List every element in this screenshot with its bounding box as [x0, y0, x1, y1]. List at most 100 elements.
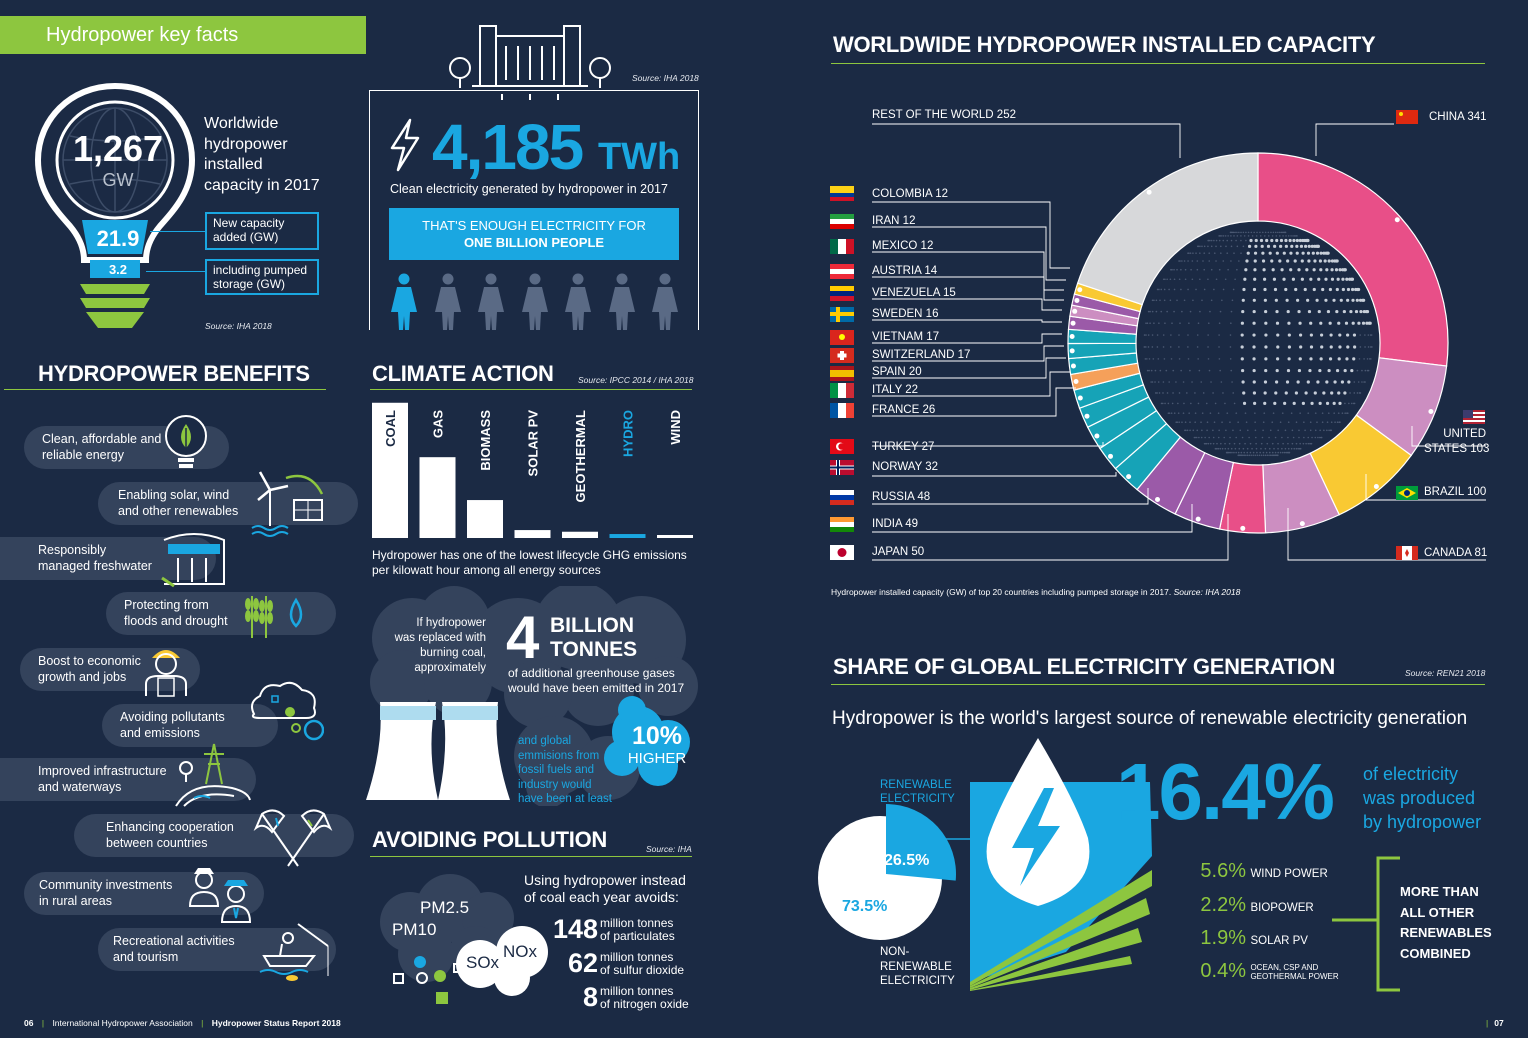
- slice-marker: [1240, 525, 1246, 531]
- globe-dots: [1143, 231, 1373, 457]
- caption-text: Hydropower installed capacity (GW) of to…: [831, 587, 1172, 597]
- pumped-value: 3.2: [108, 262, 128, 277]
- benefit-renewables: Enabling solar, wind and other renewables: [98, 482, 358, 525]
- billion-number: 4: [506, 604, 540, 671]
- replaced-line: was replaced with: [394, 632, 486, 644]
- cloud-emission-icon: [251, 681, 324, 741]
- bar-label: COAL: [383, 410, 398, 447]
- slice-marker: [1094, 433, 1100, 439]
- other-value: 0.4%: [1200, 960, 1246, 982]
- intro-line: of coal each year avoids:: [524, 889, 679, 905]
- pollution-underline: [370, 856, 692, 857]
- electricity-banner: THAT'S ENOUGH ELECTRICITY FOR ONE BILLIO…: [389, 208, 679, 260]
- new-capacity-connector: [150, 231, 206, 232]
- share-graphic: [818, 738, 1152, 991]
- person-icon: [478, 273, 504, 330]
- other-label: WIND POWER: [1250, 868, 1328, 880]
- pylon-road-icon: [175, 743, 251, 807]
- pollution-value: 8: [582, 982, 598, 1012]
- label-norway: NORWAY 32: [872, 461, 939, 473]
- footer-org: International Hydropower Association: [52, 1018, 193, 1028]
- caption-line: per kilowatt hour among all energy sourc…: [372, 563, 601, 577]
- benefits-underline: [4, 389, 326, 390]
- flags-icon: [253, 809, 333, 867]
- renewable-label: RENEWABLE ELECTRICITY: [880, 778, 955, 806]
- us-flag-icon: [1463, 410, 1485, 424]
- italy-flag-icon: [830, 383, 854, 398]
- person-icon: [652, 273, 678, 330]
- share-underline: [831, 684, 1485, 685]
- slice-china: [1257, 152, 1449, 367]
- russia-flag-icon: [830, 490, 854, 505]
- climate-underline: [370, 389, 692, 390]
- pumped-label: including pumped: [213, 263, 308, 277]
- wind-solar-icon: [251, 471, 324, 537]
- share-subtitle: Hydropower is the world's largest source…: [832, 708, 1468, 729]
- capacity-value: 1,267: [72, 128, 164, 169]
- slice-marker: [1126, 474, 1132, 480]
- bracket-text: MORE THAN ALL OTHER RENEWABLES COMBINED: [1400, 882, 1492, 964]
- benefit-text: Enhancing cooperation: [106, 820, 234, 834]
- us-line: UNITED: [1443, 428, 1486, 440]
- electricity-desc: Clean electricity generated by hydropowe…: [390, 182, 668, 196]
- cooling-tower-icon: [366, 702, 510, 800]
- benefit-text: Responsibly: [38, 543, 107, 557]
- pumped-label: storage (GW): [213, 277, 286, 291]
- benefit-cooperation: Enhancing cooperation between countries: [74, 814, 354, 857]
- pollution-label-line: of sulfur dioxide: [600, 963, 685, 977]
- bracket: [1332, 856, 1400, 992]
- slice-marker: [1077, 287, 1083, 293]
- other-label: SOLAR PV: [1250, 935, 1308, 947]
- banner-line: ONE BILLION PEOPLE: [463, 235, 605, 250]
- replaced-line: approximately: [414, 662, 486, 674]
- billion-desc: of additional greenhouse gases would hav…: [508, 666, 684, 696]
- slice-marker: [1155, 497, 1161, 503]
- label-sweden: SWEDEN 16: [872, 308, 939, 320]
- austria-flag-icon: [830, 264, 854, 279]
- pollution-clouds: [380, 874, 548, 1004]
- slice-marker: [1077, 395, 1083, 401]
- label-iran: IRAN 12: [872, 215, 916, 227]
- climate-source: Source: IPCC 2014 / IHA 2018: [578, 375, 694, 385]
- electricity-frame: [369, 90, 699, 330]
- global-line: emmisions from: [518, 749, 600, 762]
- bar-label: SOLAR PV: [526, 410, 541, 477]
- other-label-line: OCEAN, CSP AND: [1250, 962, 1319, 972]
- pollution-label: million tonnes of sulfur dioxide: [600, 951, 684, 977]
- share-title: SHARE OF GLOBAL ELECTRICITY GENERATION: [833, 654, 1335, 679]
- us-line: STATES 103: [1424, 443, 1490, 455]
- pollution-row-sulfur: 62 million tonnes of sulfur dioxide: [546, 948, 706, 980]
- caption-line: Hydropower has one of the lowest lifecyc…: [372, 548, 687, 562]
- global-line: have been at least: [518, 793, 612, 805]
- pollution-label-line: million tonnes: [600, 916, 674, 930]
- benefit-text: Community investments: [39, 878, 173, 892]
- slice-renewable: [886, 804, 956, 881]
- mexico-flag-icon: [830, 239, 854, 254]
- pumped-connector: [146, 271, 206, 272]
- other-value: 5.6%: [1200, 860, 1246, 882]
- fishing-boat-icon: [259, 923, 329, 981]
- benefit-text: Enabling solar, wind: [118, 488, 230, 502]
- benefit-growth: Boost to economic growth and jobs: [20, 648, 200, 691]
- leader-lines: [872, 123, 1486, 561]
- bracket-line: RENEWABLES: [1400, 925, 1492, 940]
- benefit-pollutants: Avoiding pollutants and emissions: [102, 704, 278, 747]
- billion-unit: BILLION TONNES: [550, 614, 637, 662]
- higher-label: HIGHER: [627, 750, 687, 767]
- dam-water-icon: [161, 533, 225, 588]
- billion-desc-line: of additional greenhouse gases: [508, 666, 675, 680]
- slice-marker: [1074, 297, 1080, 303]
- pumped-box: including pumped storage (GW): [205, 259, 319, 295]
- benefit-text: and other renewables: [118, 503, 239, 518]
- bar-gas: [419, 457, 456, 538]
- benefit-text: reliable energy: [42, 447, 124, 462]
- slice-marker: [1394, 217, 1400, 223]
- slice-marker: [1084, 413, 1090, 419]
- pollution-label-line: of particulates: [600, 929, 675, 943]
- label-japan: JAPAN 50: [872, 546, 925, 558]
- global-text: and global emmisions from fossil fuels a…: [518, 734, 612, 807]
- lightning-icon: [390, 118, 420, 172]
- bracket-line: MORE THAN: [1400, 884, 1479, 899]
- capacity-unit: GW: [102, 170, 134, 190]
- key-facts-title: Hydropower key facts: [46, 24, 239, 46]
